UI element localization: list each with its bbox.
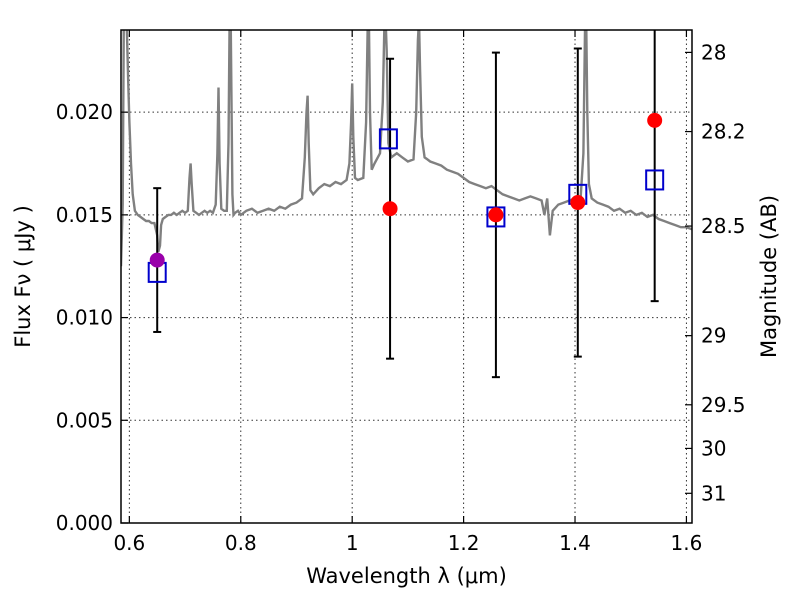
y-tick-label: 0.000 [56,511,113,535]
mag-tick-label: 29.5 [701,393,746,417]
model-band-square [378,128,398,150]
x-tick-label: 0.6 [113,531,145,555]
y-axis-label: Flux Fν ( μJy ) [11,205,35,348]
mag-tick-label: 30 [701,436,726,460]
mag-tick-label: 29 [701,324,726,348]
x-tick-label: 1.4 [559,531,591,555]
plot-frame [120,29,693,524]
model-spectrum-line [121,30,692,267]
observed-point [647,112,663,128]
observed-point [488,207,504,223]
first-point-marker [149,252,165,268]
observed-point [570,195,586,211]
x-axis-label: Wavelength λ (μm) [306,564,507,588]
model-band-square [645,169,665,191]
y-tick-label: 0.020 [56,100,113,124]
observed-point [382,201,398,217]
y-tick-label: 0.005 [56,408,113,432]
axes: 0.6 0.8 1 1.2 1.4 1.6 0.000 0.005 0.010 0.015 0.02… [56,30,746,555]
data-markers [147,30,665,379]
x-tick-label: 1.2 [448,531,480,555]
y-axis-right-label: Magnitude (AB) [757,195,781,358]
mag-tick-label: 28.2 [701,120,746,144]
x-tick-label: 1.6 [671,531,703,555]
y-tick-label: 0.010 [56,306,113,330]
plot-area [121,30,692,267]
mag-tick-label: 31 [701,481,726,505]
x-tick-label: 0.8 [225,531,257,555]
grid [121,30,692,524]
mag-tick-label: 28 [701,40,726,64]
mag-tick-label: 28.5 [701,214,746,238]
x-tick-label: 1 [346,531,359,555]
y-tick-label: 0.015 [56,203,113,227]
